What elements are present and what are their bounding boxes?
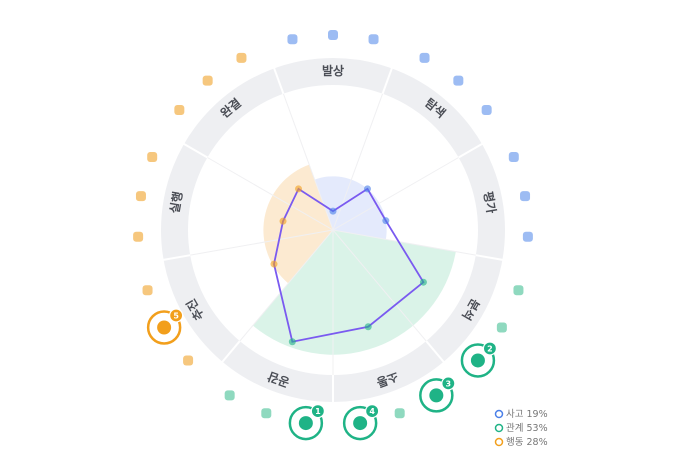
sector-divider (332, 229, 476, 256)
legend-share: 28% (526, 437, 547, 448)
legend-marker (494, 409, 504, 419)
legend-name: 관계 (506, 422, 523, 434)
skill-icon (513, 285, 524, 296)
sector-divider (239, 229, 334, 342)
sector-divider (332, 229, 427, 342)
badge (365, 404, 380, 419)
skill-icon (368, 34, 379, 45)
legend-marker (494, 437, 504, 447)
badge-count: 4 (369, 407, 375, 416)
legend-label: 행동 28% (506, 436, 548, 448)
skill-icon (496, 322, 507, 333)
skill-icon (261, 408, 272, 419)
badge (441, 376, 456, 391)
badge (310, 404, 325, 419)
score-point (329, 207, 337, 215)
badge (482, 341, 498, 356)
badge-count: 5 (173, 312, 179, 321)
score-point (295, 185, 303, 193)
ring-divider (221, 340, 241, 364)
score-polygon (273, 187, 425, 343)
score-point (363, 185, 371, 193)
sector-label: 평가 (481, 190, 500, 214)
ring-divider (458, 142, 484, 159)
ring-divider (162, 254, 191, 262)
skill-icon (142, 285, 153, 296)
legend-share: 19% (526, 409, 547, 420)
skill-icon (522, 231, 533, 242)
skill-icon-glyph (298, 416, 313, 431)
legend-marker (494, 423, 504, 433)
ring-divider (425, 340, 445, 364)
skill-icon-glyph (429, 388, 444, 403)
skill-icon (520, 191, 531, 202)
skill-icon (508, 151, 519, 162)
skill-icon (224, 390, 235, 401)
skill-icon (183, 355, 194, 366)
skill-icon-glyph (470, 353, 485, 368)
skill-icon (147, 151, 158, 162)
legend-label: 관계 53% (506, 422, 548, 434)
skill-icon (394, 408, 405, 419)
sector-label: 발상 (322, 63, 344, 78)
ring-divider (381, 67, 394, 95)
ring-divider (272, 67, 285, 95)
sector-label: 실행 (167, 190, 186, 214)
skill-icon-glyph (157, 320, 172, 335)
score-point (270, 260, 278, 268)
legend-name: 사고 (506, 409, 524, 420)
skill-icon (202, 75, 213, 86)
sector-label: 공감 (266, 369, 292, 391)
sector-label: 소통 (375, 369, 401, 391)
legend-name: 행동 (506, 436, 524, 448)
skill-icon (135, 191, 146, 202)
sector-divider (332, 157, 459, 231)
ring-divider (475, 254, 504, 262)
group-wedge (252, 230, 456, 355)
score-point (364, 323, 372, 331)
badge (169, 308, 184, 323)
skill-icon-glyph (353, 416, 368, 431)
score-point (419, 278, 427, 286)
skill-icon (453, 75, 464, 86)
sector-divider (207, 157, 334, 231)
score-point (279, 217, 287, 225)
group-wedge (263, 164, 333, 284)
score-point (382, 217, 390, 225)
skill-icon (287, 34, 298, 45)
badge-count: 1 (315, 407, 321, 416)
ring-divider (182, 142, 208, 159)
skill-icon (481, 104, 492, 115)
sector-divider (190, 229, 334, 256)
skill-icon (419, 52, 430, 63)
sector-divider (332, 93, 384, 231)
skill-icon (236, 52, 247, 63)
badge-count: 2 (487, 344, 493, 353)
skill-icon (174, 104, 185, 115)
skill-icon (133, 231, 144, 242)
score-point (288, 338, 296, 346)
legend-label: 사고 19% (506, 409, 548, 420)
badge-count: 3 (446, 379, 452, 388)
legend-share: 53% (526, 423, 547, 434)
skill-icon (328, 30, 338, 40)
sector-divider (282, 93, 334, 231)
